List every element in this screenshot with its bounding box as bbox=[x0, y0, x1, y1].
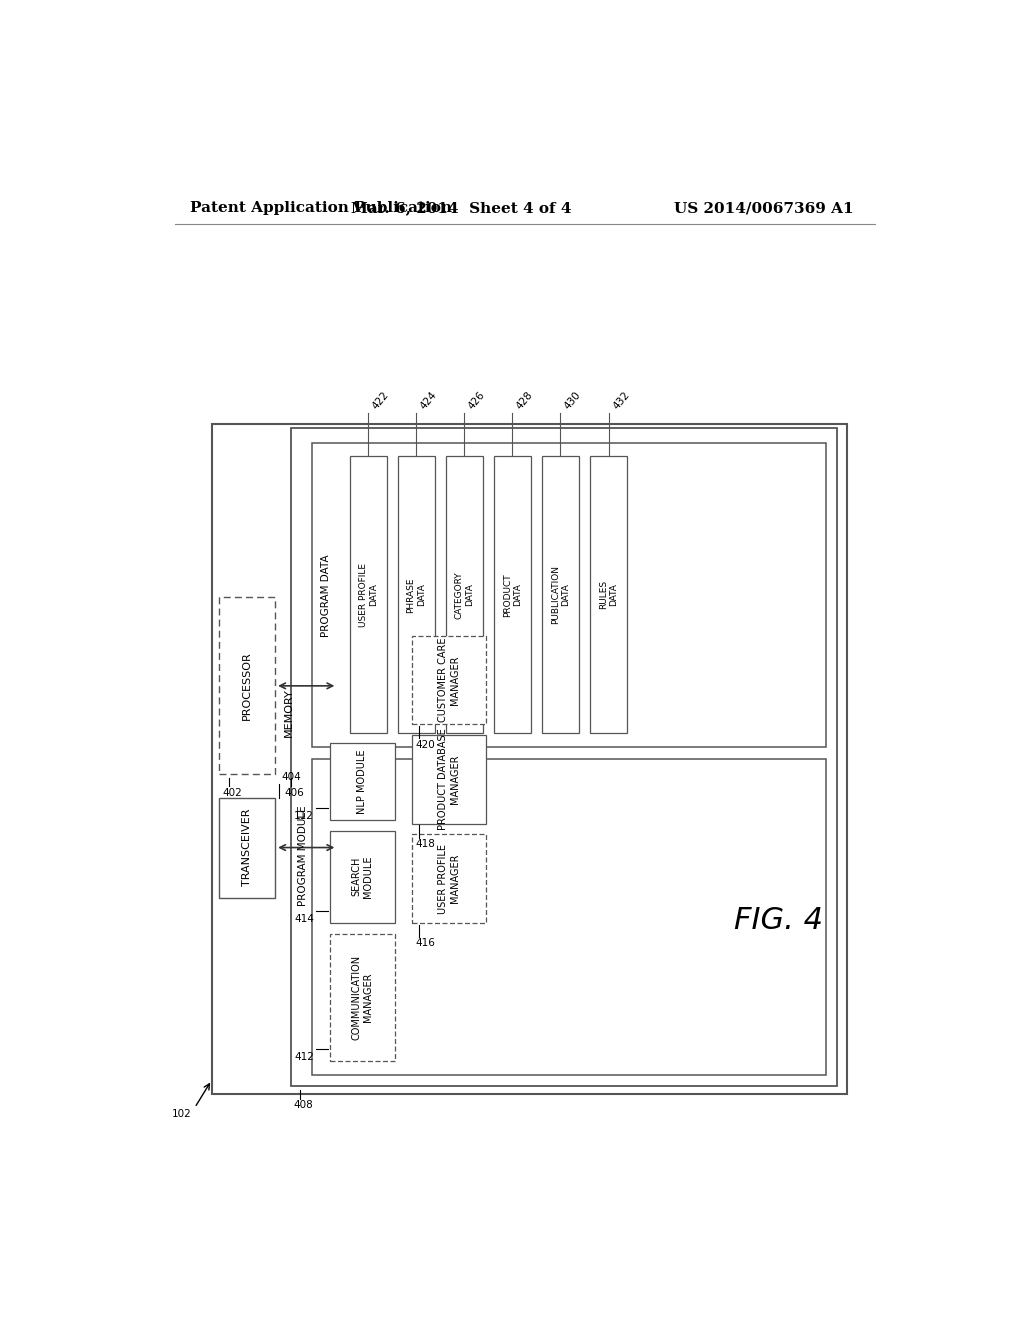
Bar bbox=[312, 444, 826, 747]
Bar bbox=[494, 457, 531, 734]
Text: 102: 102 bbox=[172, 1109, 191, 1119]
Text: USER PROFILE
DATA: USER PROFILE DATA bbox=[358, 562, 378, 627]
Text: 430: 430 bbox=[563, 389, 583, 411]
Bar bbox=[349, 457, 387, 734]
Bar bbox=[413, 735, 486, 824]
Bar bbox=[413, 834, 486, 923]
Text: 408: 408 bbox=[294, 1100, 313, 1110]
Text: FIG. 4: FIG. 4 bbox=[734, 907, 823, 935]
Text: 422: 422 bbox=[371, 389, 391, 411]
Bar bbox=[397, 457, 435, 734]
Text: 428: 428 bbox=[515, 389, 536, 411]
Text: 424: 424 bbox=[419, 389, 439, 411]
Bar bbox=[312, 759, 826, 1074]
Text: US 2014/0067369 A1: US 2014/0067369 A1 bbox=[674, 202, 853, 215]
Text: 112: 112 bbox=[294, 810, 314, 821]
Text: 412: 412 bbox=[294, 1052, 314, 1061]
Bar bbox=[330, 743, 395, 820]
Text: RULES
DATA: RULES DATA bbox=[599, 581, 618, 610]
Text: CATEGORY
DATA: CATEGORY DATA bbox=[455, 572, 474, 619]
Text: PROGRAM DATA: PROGRAM DATA bbox=[322, 554, 332, 636]
Text: PROGRAM MODULE: PROGRAM MODULE bbox=[298, 805, 308, 906]
Bar bbox=[445, 457, 483, 734]
Text: 416: 416 bbox=[416, 939, 435, 948]
Bar bbox=[212, 424, 847, 1094]
Text: Patent Application Publication: Patent Application Publication bbox=[190, 202, 452, 215]
Text: 426: 426 bbox=[467, 389, 487, 411]
Text: USER PROFILE
MANAGER: USER PROFILE MANAGER bbox=[438, 843, 460, 913]
Bar bbox=[590, 457, 627, 734]
Text: 414: 414 bbox=[294, 913, 314, 924]
Text: CUSTOMER CARE
MANAGER: CUSTOMER CARE MANAGER bbox=[438, 638, 460, 722]
Text: MEMORY: MEMORY bbox=[285, 689, 294, 737]
Text: PRODUCT
DATA: PRODUCT DATA bbox=[503, 573, 522, 616]
Bar bbox=[330, 933, 395, 1061]
Text: SEARCH
MODULE: SEARCH MODULE bbox=[351, 855, 373, 898]
Text: NLP MODULE: NLP MODULE bbox=[357, 748, 368, 813]
Bar bbox=[413, 636, 486, 725]
Text: PROCESSOR: PROCESSOR bbox=[243, 652, 252, 721]
Bar bbox=[330, 830, 395, 923]
Text: 418: 418 bbox=[416, 840, 435, 849]
Text: 420: 420 bbox=[416, 739, 435, 750]
Text: 432: 432 bbox=[611, 389, 631, 411]
Text: PHRASE
DATA: PHRASE DATA bbox=[407, 577, 426, 612]
Bar bbox=[219, 797, 275, 898]
Text: PUBLICATION
DATA: PUBLICATION DATA bbox=[551, 565, 570, 624]
Text: 404: 404 bbox=[282, 772, 301, 781]
Bar bbox=[542, 457, 579, 734]
Bar bbox=[219, 598, 275, 775]
Bar bbox=[291, 428, 838, 1086]
Text: 406: 406 bbox=[285, 788, 304, 799]
Text: PRODUCT DATABASE
MANAGER: PRODUCT DATABASE MANAGER bbox=[438, 729, 460, 830]
Text: COMMUNICATION
MANAGER: COMMUNICATION MANAGER bbox=[351, 954, 373, 1040]
Text: TRANSCEIVER: TRANSCEIVER bbox=[243, 809, 252, 886]
Text: Mar. 6, 2014  Sheet 4 of 4: Mar. 6, 2014 Sheet 4 of 4 bbox=[351, 202, 571, 215]
Text: 402: 402 bbox=[222, 788, 243, 799]
